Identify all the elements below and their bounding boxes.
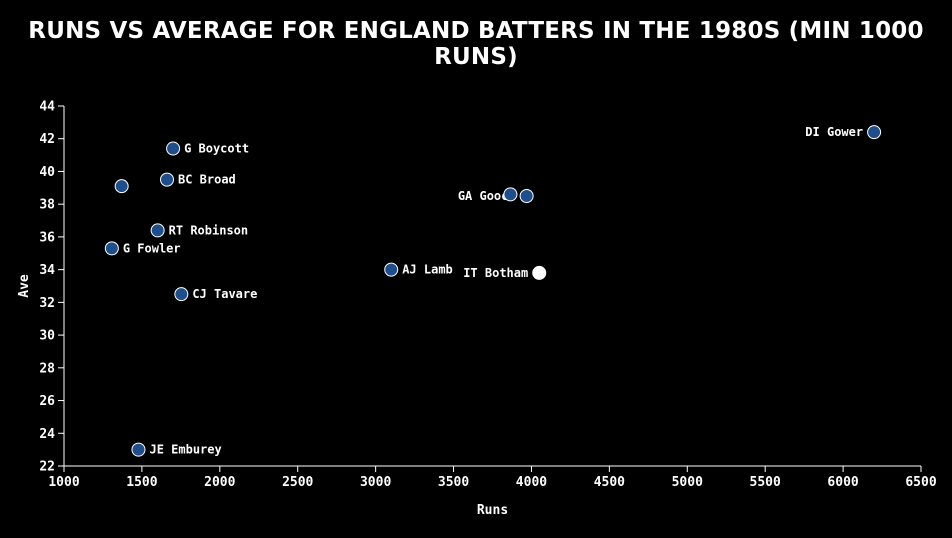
data-point [519,189,534,203]
x-tick-label: 3500 [438,475,469,490]
y-tick-label: 22 [39,460,55,475]
data-label: DI Gower [805,125,863,139]
y-tick-label: 34 [39,263,55,278]
data-label: RT Robinson [169,223,248,237]
data-point [159,172,174,187]
data-point [114,179,129,194]
x-tick-label: 6000 [827,475,858,490]
data-point [867,125,882,140]
data-label: CJ Tavare [192,287,257,301]
x-tick-label: 1500 [126,475,157,490]
data-point [532,265,547,280]
x-tick-label: 2500 [282,475,313,490]
y-tick-label: 26 [39,394,55,409]
data-point [174,287,189,302]
y-tick-label: 38 [39,198,55,213]
data-point [503,187,518,202]
y-tick-label: 32 [39,296,55,311]
y-tick-label: 36 [39,230,55,245]
data-label: G Boycott [184,142,249,156]
x-tick-label: 5000 [672,475,703,490]
data-point [150,223,165,238]
x-tick-label: 4500 [594,475,625,490]
y-axis-title: Ave [17,274,32,298]
x-axis-title: Runs [477,503,508,518]
data-points: DI Gower G Boycott BC Broad GA Gooch RT Robi… [104,125,882,457]
y-tick-label: 30 [39,329,55,344]
y-tick-label: 28 [39,361,55,376]
data-label: AJ Lamb [402,263,453,277]
data-point [131,442,146,457]
data-point [166,141,181,156]
x-tick-label: 4000 [516,475,547,490]
x-axis: 1000 1500 2000 2500 3000 3500 4000 4500 5000 5500… [48,465,937,490]
x-tick-label: 5500 [750,475,781,490]
chart-title: RUNS VS AVERAGE FOR ENGLAND BATTERS IN T… [28,18,924,70]
y-tick-label: 44 [39,100,55,115]
data-label: IT Botham [463,266,528,280]
data-point [104,241,119,256]
x-tick-label: 1000 [48,475,79,490]
x-tick-label: 6500 [905,475,936,490]
y-tick-label: 24 [39,427,55,442]
x-tick-label: 2000 [204,475,235,490]
data-label: G Fowler [123,241,181,255]
x-tick-label: 3000 [360,475,391,490]
data-label: BC Broad [178,173,236,187]
data-label: GA Gooch [458,189,516,203]
y-tick-label: 40 [39,165,55,180]
data-point [384,262,399,277]
data-label: JE Emburey [149,443,221,457]
y-tick-label: 42 [39,132,55,147]
y-axis: 22 24 26 28 30 32 34 36 38 40 42 44 [39,100,65,475]
